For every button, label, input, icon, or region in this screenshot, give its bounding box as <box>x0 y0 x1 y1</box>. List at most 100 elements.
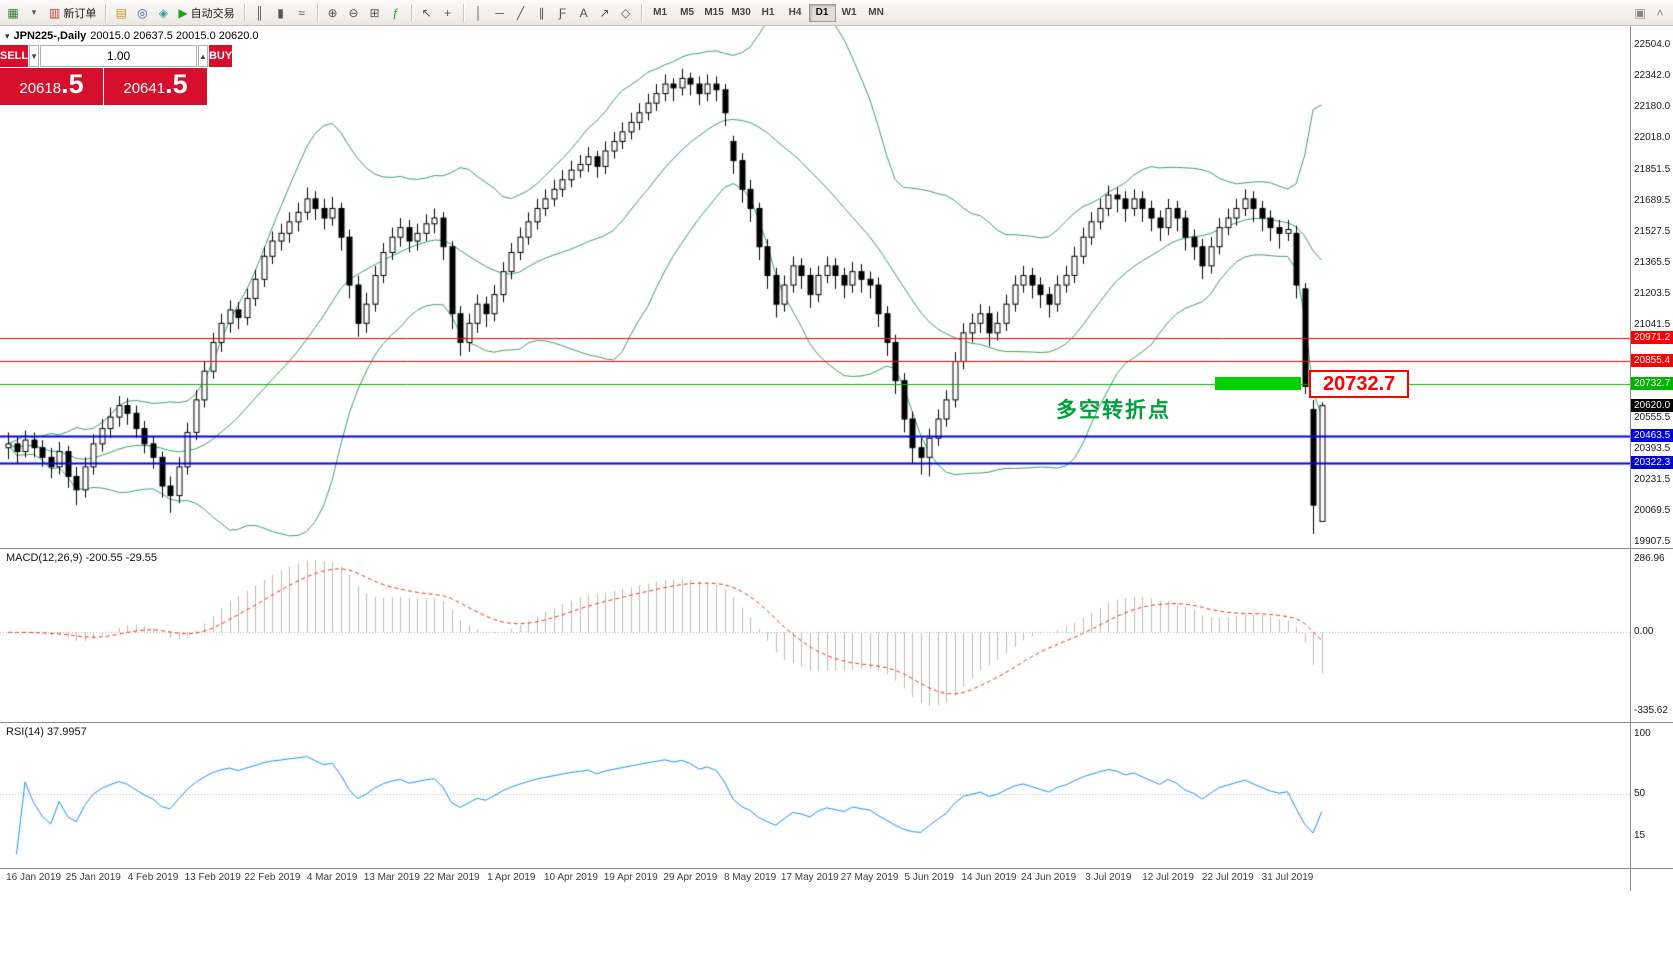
sell-price[interactable]: 20618.5 <box>0 68 103 105</box>
candlestick-chart-button[interactable]: ▮ <box>271 3 291 23</box>
toolbar-separator <box>410 3 412 22</box>
toolbar-separator <box>462 3 464 22</box>
tf-button-M1[interactable]: M1 <box>653 7 668 18</box>
tf-button-M15[interactable]: M15 <box>704 7 724 18</box>
text-tool-button[interactable]: A <box>574 3 594 23</box>
channel-button[interactable]: ∥ <box>532 3 552 23</box>
date-axis-label: 27 May 2019 <box>840 872 899 883</box>
zoom-out-button[interactable]: ⊖ <box>344 3 364 23</box>
autotrading-button[interactable]: ▶ 自动交易 <box>174 3 238 23</box>
macd-axis-label: 286.96 <box>1634 553 1665 564</box>
indicators-button[interactable]: ƒ <box>386 3 406 23</box>
tf-button-H4[interactable]: H4 <box>788 7 802 18</box>
crosshair-button[interactable]: + <box>438 3 458 23</box>
candlestick-chart-icon: ▮ <box>277 5 284 20</box>
market-watch-icon: ▤ <box>115 5 128 20</box>
tf-button-W1[interactable]: W1 <box>841 7 857 18</box>
line-chart-icon: ≈ <box>298 5 305 20</box>
macd-axis-label: 0.00 <box>1634 626 1654 638</box>
symbol-header: ▾ JPN225-,Daily 20015.0 20637.5 20015.0 … <box>5 30 259 42</box>
tile-windows-button[interactable]: ⊞ <box>365 3 385 23</box>
price-axis-label: 21203.5 <box>1634 287 1671 299</box>
arrow-tool-button[interactable]: ↗ <box>595 3 615 23</box>
date-axis-label: 13 Mar 2019 <box>363 872 420 883</box>
price-axis-label: 21527.5 <box>1634 225 1671 237</box>
chevron-down-icon: ▼ <box>30 51 39 61</box>
new-order-button[interactable]: ▥ 新订单 <box>45 3 100 23</box>
volume-input[interactable] <box>40 45 198 67</box>
line-chart-button[interactable]: ≈ <box>292 3 312 23</box>
tf-button-MN[interactable]: MN <box>868 7 884 18</box>
date-axis-label: 19 Apr 2019 <box>603 872 658 883</box>
price-axis-label: 21365.5 <box>1634 256 1671 268</box>
cursor-button[interactable]: ↖ <box>417 3 437 23</box>
rsi-canvas[interactable] <box>0 722 1630 868</box>
date-axis-label: 25 Jan 2019 <box>65 872 121 883</box>
order-panel: SELL ▼ ▲ BUY 20618.5 20641.5 <box>0 45 233 105</box>
pane-separator[interactable] <box>0 548 1673 549</box>
metaeditor-button[interactable]: ◈ <box>153 3 173 23</box>
navigator-button[interactable]: ◎ <box>132 3 152 23</box>
price-callout[interactable]: 20732.7 <box>1309 370 1410 398</box>
bar-chart-icon: ║ <box>255 5 264 20</box>
date-axis-label: 13 Feb 2019 <box>184 872 241 883</box>
autotrading-label: 自动交易 <box>190 7 235 20</box>
new-chart-button[interactable]: ▦ <box>3 3 23 23</box>
shapes-button[interactable]: ◇ <box>616 3 636 23</box>
volume-stepper[interactable]: ▲ <box>198 45 208 67</box>
toolbar-separator <box>640 3 642 22</box>
bar-chart-button[interactable]: ║ <box>250 3 270 23</box>
ohlc-label: 20015.0 20637.5 20015.0 20620.0 <box>90 30 259 42</box>
buy-price[interactable]: 20641.5 <box>104 68 207 105</box>
pane-separator[interactable] <box>0 868 1673 869</box>
trendline-button[interactable]: ╱ <box>511 3 531 23</box>
sell-price-frac: .5 <box>61 69 84 99</box>
pane-separator[interactable] <box>0 722 1673 723</box>
date-axis-label: 17 May 2019 <box>780 872 839 883</box>
date-axis-label: 3 Jul 2019 <box>1085 872 1132 883</box>
price-axis-label: 19907.5 <box>1634 536 1671 547</box>
empty-area <box>0 892 1673 953</box>
metaeditor-icon: ◈ <box>158 5 168 20</box>
highlight-zone[interactable] <box>1215 377 1301 390</box>
rsi-label: RSI(14) 37.9957 <box>6 726 87 738</box>
toolbar-collapse-button[interactable]: ˄ <box>1650 3 1670 23</box>
arrow-tool-icon: ↗ <box>599 5 610 20</box>
tf-button-M30[interactable]: M30 <box>731 7 751 18</box>
tf-button-M5[interactable]: M5 <box>680 7 695 18</box>
zoom-in-button[interactable]: ⊕ <box>323 3 343 23</box>
price-axis-label: 21041.5 <box>1634 318 1671 330</box>
print-button[interactable]: ▣ <box>1630 3 1650 23</box>
new-chart-icon: ▦ <box>7 5 19 20</box>
horizontal-line-icon: ─ <box>495 5 504 20</box>
new-chart-dropdown[interactable]: ▾ <box>24 3 44 23</box>
macd-canvas[interactable] <box>0 548 1630 722</box>
date-axis-label: 4 Mar 2019 <box>306 872 358 883</box>
shapes-icon: ◇ <box>620 5 631 20</box>
market-watch-button[interactable]: ▤ <box>111 3 131 23</box>
volume-dropdown[interactable]: ▼ <box>29 45 40 67</box>
fibonacci-button[interactable]: Ƒ <box>553 3 573 23</box>
date-axis-label: 22 Jul 2019 <box>1201 872 1254 883</box>
vertical-line-icon: │ <box>474 5 483 20</box>
fibonacci-icon: Ƒ <box>558 5 567 20</box>
sell-button[interactable]: SELL <box>0 45 29 67</box>
line-price-tag: 20322.3 <box>1631 455 1673 469</box>
annotation-text[interactable]: 多空转折点 <box>1056 399 1171 422</box>
date-axis-label: 31 Jul 2019 <box>1261 872 1314 883</box>
tf-button-D1[interactable]: D1 <box>808 3 836 22</box>
current-price-tag: 20620.0 <box>1631 398 1673 412</box>
toolbar-separator <box>243 3 245 22</box>
price-axis-label: 22018.0 <box>1634 132 1671 144</box>
price-axis-border <box>1630 26 1631 891</box>
horizontal-line-button[interactable]: ─ <box>490 3 510 23</box>
tf-button-H1[interactable]: H1 <box>761 7 775 18</box>
vertical-line-button[interactable]: │ <box>469 3 489 23</box>
main-chart-canvas[interactable] <box>0 26 1630 548</box>
price-axis-label: 21851.5 <box>1634 163 1671 175</box>
print-icon: ▣ <box>1634 5 1646 20</box>
zoom-out-icon: ⊖ <box>348 5 359 20</box>
date-axis-label: 12 Jul 2019 <box>1142 872 1194 883</box>
buy-button[interactable]: BUY <box>208 45 233 67</box>
toolbar-separator <box>105 3 107 22</box>
